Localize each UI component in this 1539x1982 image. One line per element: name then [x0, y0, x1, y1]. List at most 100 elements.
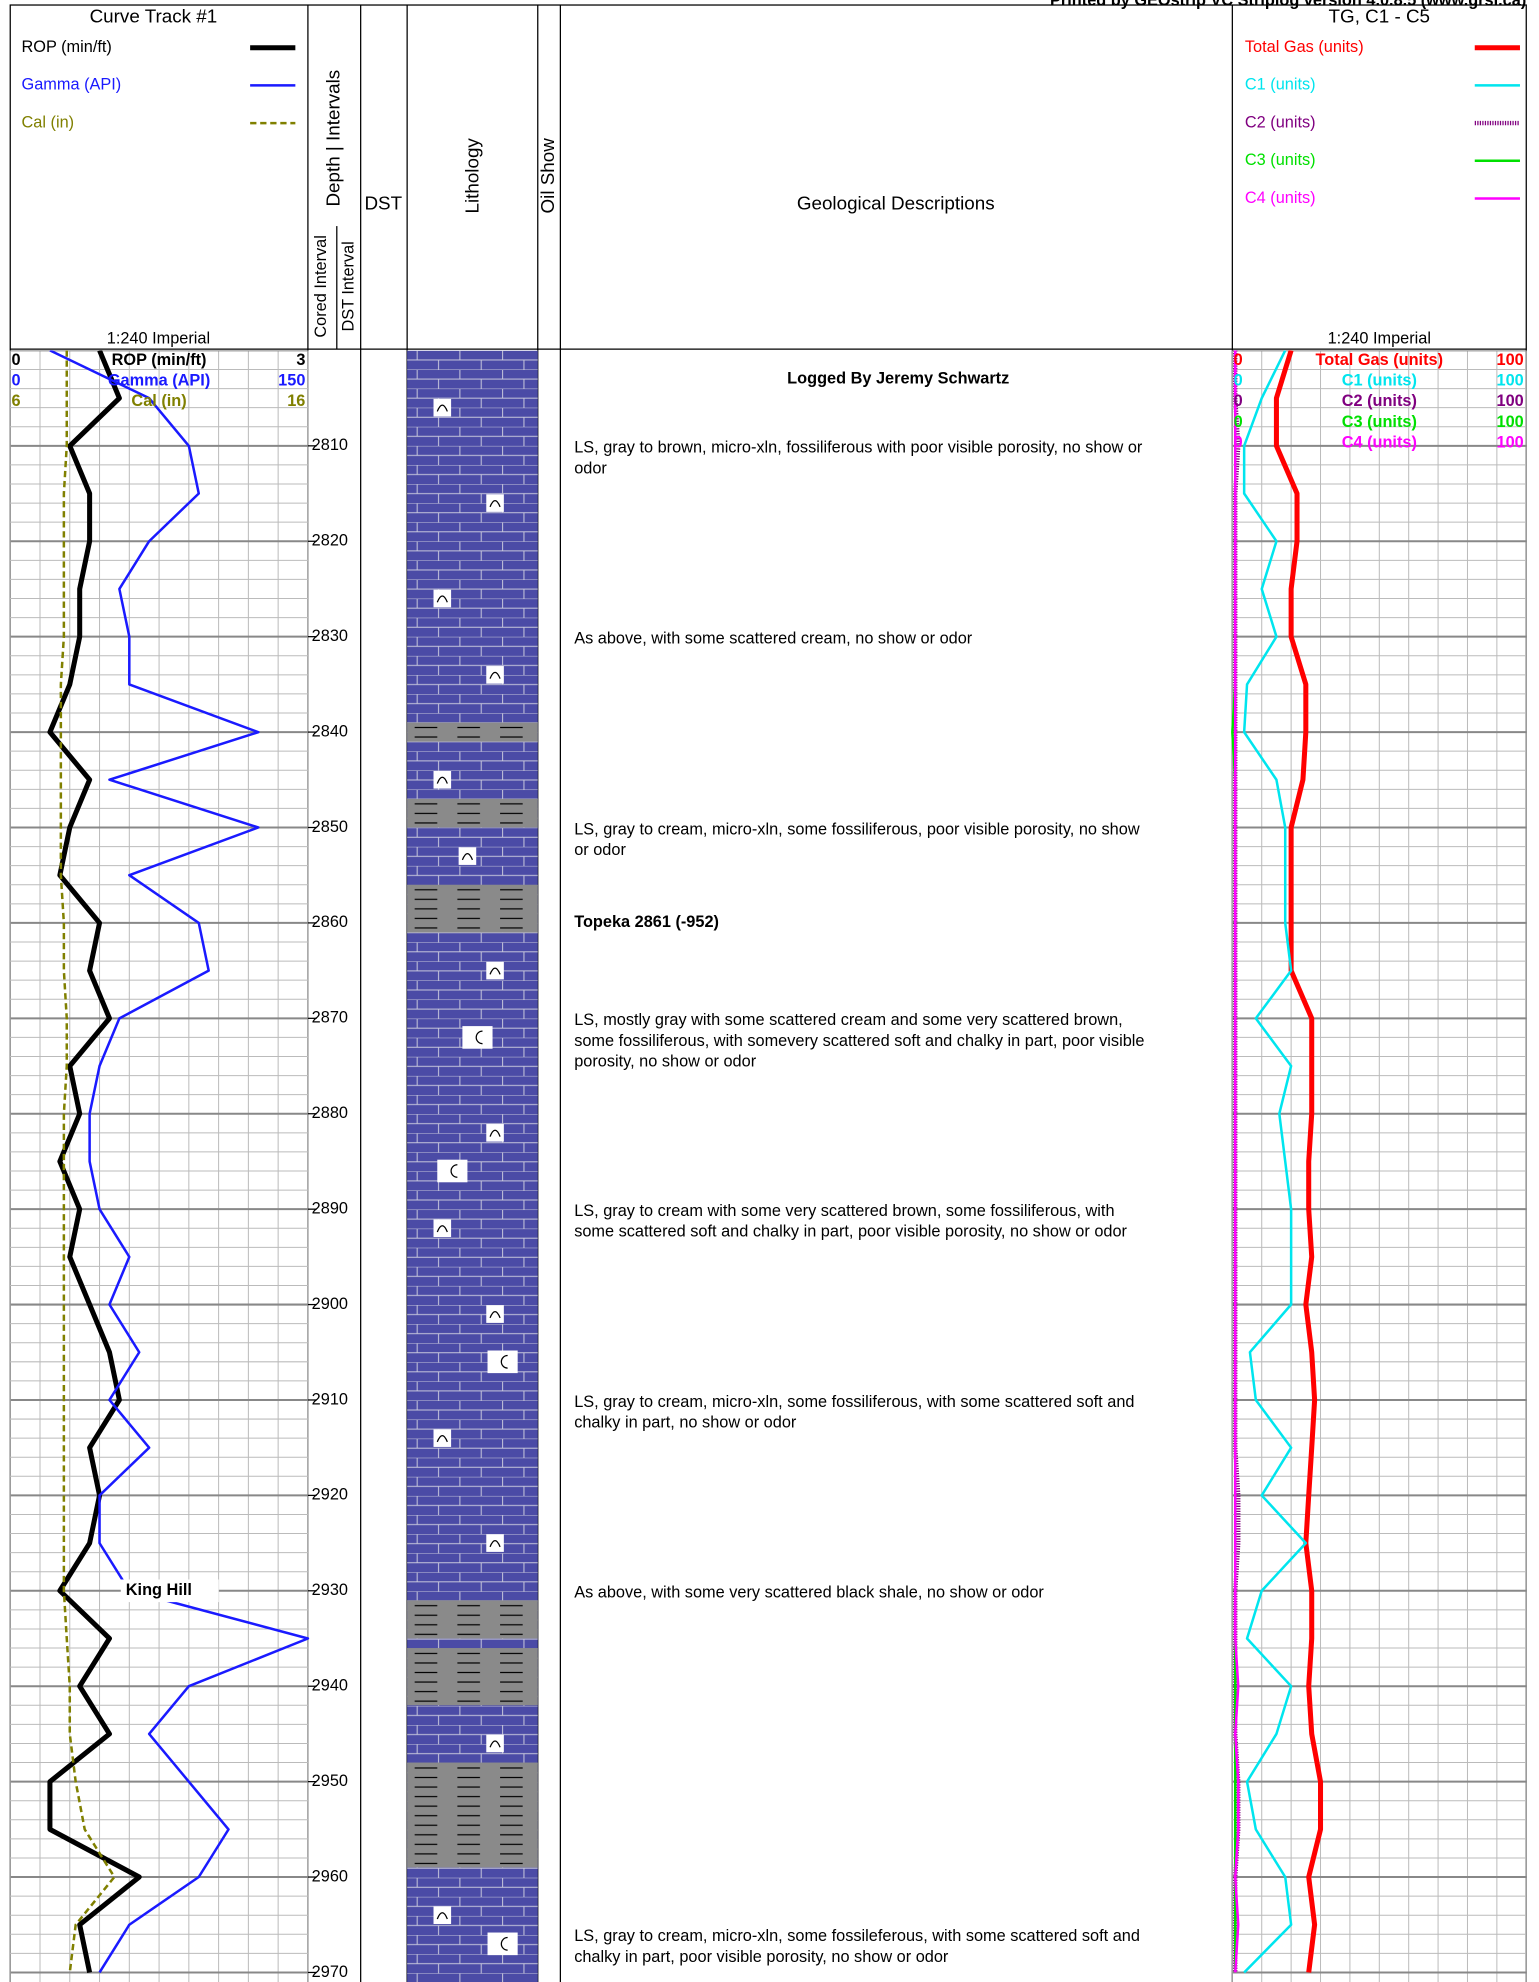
description-line: As above, with some very scattered black…	[574, 1584, 1044, 1602]
scale-name: C4 (units)	[1342, 434, 1417, 452]
cored-header: Cored Interval	[312, 235, 330, 337]
chalk-box	[437, 1159, 468, 1183]
description-line: LS, mostly gray with some scattered crea…	[574, 1011, 1122, 1029]
shale-interval	[407, 722, 538, 742]
chalk-box	[487, 1350, 518, 1374]
fossil-arc	[489, 1740, 501, 1748]
fossil-symbol	[458, 847, 477, 865]
depth-label: 2960	[312, 1867, 348, 1885]
fossil-box	[433, 1906, 452, 1925]
description-line: LS, gray to cream, micro-xln, some fossi…	[574, 1393, 1134, 1411]
descriptions-header: Geological Descriptions	[797, 193, 995, 214]
shale-interval	[407, 1600, 538, 1639]
fossil-symbol	[486, 1124, 504, 1142]
marker-box	[120, 1579, 219, 1603]
scale-max: 100	[1497, 351, 1524, 369]
description-line: As above, with some scattered cream, no …	[574, 629, 973, 647]
scale-max: 3	[296, 351, 305, 369]
log-curve	[59, 350, 116, 1973]
fossil-box	[458, 847, 477, 865]
depth-label: 2890	[312, 1199, 348, 1217]
oil-show-header: Oil Show	[537, 138, 558, 214]
fossil-box	[433, 589, 452, 608]
scale-max: 100	[1497, 434, 1524, 452]
chalk-symbol	[450, 1164, 458, 1178]
depth-label: 2970	[312, 1963, 348, 1981]
depth-header: Depth | Intervals	[322, 70, 343, 207]
log-curve	[1273, 350, 1324, 1973]
scale-name: C3 (units)	[1342, 413, 1417, 431]
description-line: odor	[574, 459, 607, 477]
shale-interval	[407, 1648, 538, 1706]
legend-label: C3 (units)	[1245, 151, 1316, 169]
gas-track-title: TG, C1 - C5	[1329, 6, 1430, 27]
fossil-symbol	[486, 1734, 504, 1753]
lithology-base	[407, 350, 538, 1982]
depth-label: 2860	[312, 913, 348, 931]
legend-label: C4 (units)	[1245, 189, 1316, 207]
legend-label: C1 (units)	[1245, 76, 1316, 94]
fossil-box	[486, 666, 504, 684]
fossil-box	[433, 398, 452, 417]
scale-label: 1:240 Imperial	[107, 329, 210, 347]
fossil-symbol	[433, 770, 452, 789]
fossil-symbol	[433, 1219, 452, 1238]
scale-max: 100	[1497, 372, 1524, 390]
fossil-arc	[436, 404, 448, 412]
scale-max: 100	[1497, 413, 1524, 431]
fossil-box	[486, 1305, 504, 1323]
depth-label: 2840	[312, 722, 348, 740]
log-curve	[1233, 350, 1240, 1973]
shale-interval	[407, 1762, 538, 1868]
depth-label: 2870	[312, 1009, 348, 1027]
fossil-symbol	[433, 589, 452, 608]
description-line: porosity, no show or odor	[574, 1053, 757, 1071]
scale-name: Cal (in)	[131, 392, 186, 410]
fossil-arc	[436, 595, 448, 603]
fossil-symbol	[486, 494, 504, 512]
fossil-symbol	[433, 398, 452, 417]
scale-min: 0	[1234, 392, 1243, 410]
chalk-symbol	[475, 1030, 483, 1045]
chalk-symbol	[500, 1936, 508, 1951]
fossil-symbol	[486, 1305, 504, 1323]
scale-min: 0	[11, 372, 20, 390]
scale-max: 150	[278, 372, 305, 390]
shale-interval	[407, 884, 538, 933]
scale-name: C1 (units)	[1342, 372, 1417, 390]
chalk-box	[462, 1026, 493, 1049]
scale-max: 16	[287, 392, 305, 410]
fossil-arc	[489, 671, 501, 679]
log-curve	[49, 350, 310, 1974]
depth-label: 2950	[312, 1772, 348, 1790]
scale-min: 0	[11, 351, 20, 369]
scale-min: 6	[11, 392, 20, 410]
fossil-arc	[489, 1129, 501, 1137]
description-line: some fossiliferous, with somevery scatte…	[574, 1032, 1144, 1050]
description-line: LS, gray to cream, micro-xln, some fossi…	[574, 1927, 1140, 1945]
log-curve	[47, 350, 142, 1973]
formation-top: Topeka 2861 (-952)	[574, 913, 719, 931]
fossil-symbol	[486, 666, 504, 684]
shale-interval	[407, 798, 538, 828]
legend-label: ROP (min/ft)	[22, 38, 112, 56]
description-line: some scattered soft and chalky in part, …	[574, 1223, 1127, 1241]
scale-name: ROP (min/ft)	[112, 351, 207, 369]
fossil-arc	[436, 1435, 448, 1443]
legend-label: Total Gas (units)	[1245, 38, 1364, 56]
scale-name: C2 (units)	[1342, 392, 1417, 410]
depth-label: 2810	[312, 436, 348, 454]
fossil-box	[486, 1734, 504, 1753]
fossil-arc	[461, 853, 474, 861]
fossil-box	[486, 494, 504, 512]
fossil-box	[433, 1219, 452, 1238]
marker-label: King Hill	[126, 1581, 192, 1599]
legend-label: C2 (units)	[1245, 113, 1316, 131]
chalk-symbol	[500, 1354, 508, 1369]
scale-name: Gamma (API)	[108, 372, 210, 390]
fossil-arc	[489, 499, 501, 508]
legend-label: Gamma (API)	[22, 76, 122, 94]
fossil-arc	[489, 967, 501, 975]
